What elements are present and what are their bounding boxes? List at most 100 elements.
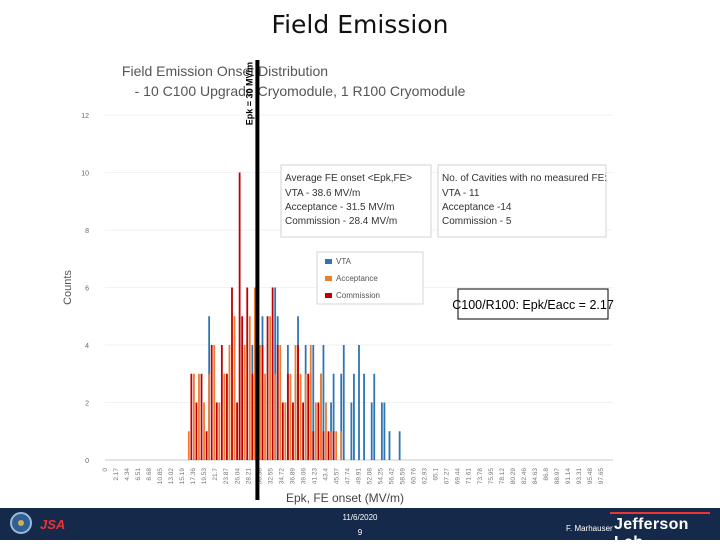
- bar-commission: [190, 373, 193, 460]
- onset-box-line: Commission - 28.4 MV/m: [285, 216, 397, 227]
- y-tick-label: 4: [85, 343, 89, 350]
- bar-vta: [383, 402, 386, 460]
- onset-box-line: Acceptance - 31.5 MV/m: [285, 202, 395, 213]
- lab-logo-text: Jefferson Lab: [614, 516, 689, 551]
- bar-vta: [380, 402, 383, 460]
- x-tick-label: 56.42: [389, 468, 396, 485]
- bar-commission: [327, 431, 330, 460]
- bar-commission: [251, 373, 254, 460]
- bar-commission: [281, 402, 284, 460]
- bar-acceptance: [309, 345, 312, 460]
- bar-commission: [231, 287, 233, 460]
- legend: [316, 251, 424, 305]
- bar-acceptance: [223, 373, 226, 460]
- x-tick-label: 13.02: [168, 468, 175, 485]
- x-tick-label: 67.27: [444, 468, 451, 485]
- bar-acceptance: [193, 373, 195, 460]
- legend-label-vta: VTA: [336, 257, 352, 266]
- bar-acceptance: [289, 373, 292, 460]
- x-tick-label: 69.44: [455, 468, 462, 485]
- x-tick-label: 60.76: [411, 468, 418, 485]
- bar-vta: [342, 345, 345, 460]
- bar-commission: [332, 431, 335, 460]
- bar-acceptance: [320, 373, 322, 460]
- bar-vta: [340, 373, 343, 460]
- bar-commission: [241, 316, 244, 460]
- x-tick-label: 8.68: [146, 468, 153, 481]
- x-tick-label: 73.78: [477, 468, 484, 485]
- bar-vta: [312, 345, 315, 460]
- x-tick-label: 39.06: [300, 468, 307, 485]
- bar-vta: [388, 431, 391, 460]
- onset-box: [280, 164, 432, 238]
- onset-box-heading: Average FE onset <Epk,FE>: [285, 173, 412, 184]
- bar-acceptance: [248, 316, 251, 460]
- bar-commission: [276, 345, 279, 460]
- chart-title: Field Emission Onset Distribution: [122, 63, 328, 79]
- x-tick-label: 86.8: [543, 468, 550, 481]
- bar-vta: [373, 373, 376, 460]
- x-tick-label: 26.04: [234, 468, 241, 485]
- y-tick-label: 12: [81, 113, 89, 120]
- x-tick-label: 52.08: [367, 468, 374, 485]
- bar-commission: [317, 402, 320, 460]
- onset-box-line: VTA - 38.6 MV/m: [285, 188, 360, 199]
- x-tick-label: 45.57: [333, 468, 340, 485]
- x-tick-label: 15.19: [179, 468, 186, 485]
- bar-commission: [312, 431, 315, 460]
- bar-acceptance: [253, 287, 256, 460]
- y-tick-label: 2: [85, 401, 89, 408]
- x-tick-label: 4.34: [124, 468, 131, 481]
- epk-30-marker-label: Epk = 30 MV/m: [244, 62, 254, 125]
- bar-commission: [200, 373, 203, 460]
- legend-swatch-vta: [325, 259, 332, 264]
- y-axis-label: Counts: [62, 270, 74, 305]
- bar-acceptance: [264, 373, 266, 460]
- x-tick-label: 71.61: [466, 468, 473, 485]
- x-tick-label: 41.23: [311, 468, 318, 485]
- bar-commission: [292, 402, 294, 460]
- bar-acceptance: [228, 345, 231, 460]
- x-tick-label: 78.12: [499, 468, 506, 485]
- x-tick-label: 82.46: [521, 468, 528, 485]
- x-tick-label: 65.1: [433, 468, 440, 481]
- bar-commission: [195, 402, 198, 460]
- chart-panel: Field Emission Onset Distribution - 10 C1…: [55, 60, 620, 510]
- bar-acceptance: [187, 431, 190, 460]
- bar-acceptance: [299, 373, 302, 460]
- bar-commission: [307, 373, 310, 460]
- bar-vta: [353, 373, 355, 460]
- bar-commission: [238, 172, 241, 460]
- bar-acceptance: [274, 373, 277, 460]
- bar-acceptance: [269, 316, 271, 460]
- legend-swatch-commission: [325, 293, 332, 298]
- jsa-logo-text: JSA: [40, 517, 66, 532]
- bar-commission: [271, 287, 274, 460]
- x-tick-label: 75.95: [488, 468, 495, 485]
- x-tick-label: 93.31: [576, 468, 583, 485]
- bar-acceptance: [284, 402, 287, 460]
- x-tick-label: 43.4: [322, 468, 329, 481]
- bar-vta: [322, 345, 325, 460]
- slide-title: Field Emission: [271, 10, 449, 39]
- bar-commission: [220, 345, 223, 460]
- no-fe-box: [437, 164, 607, 238]
- x-tick-label: 97.65: [598, 468, 605, 485]
- footer-bar: JSA 11/6/2020 9 F. Marhauser Jefferson L…: [0, 508, 720, 551]
- x-tick-label: 62.93: [422, 468, 429, 485]
- x-tick-label: 17.36: [190, 468, 197, 485]
- fe-onset-chart: Field Emission Onset Distribution - 10 C1…: [62, 60, 614, 505]
- bar-acceptance: [198, 373, 200, 460]
- bar-acceptance: [259, 345, 261, 460]
- x-tick-label: 32.55: [267, 468, 274, 485]
- x-tick-label: 19.53: [201, 468, 208, 485]
- bar-commission: [302, 402, 305, 460]
- x-tick-label: 0: [102, 468, 109, 472]
- bar-acceptance: [233, 316, 236, 460]
- bar-commission: [286, 373, 289, 460]
- x-tick-label: 28.21: [245, 468, 252, 485]
- x-axis-label: Epk, FE onset (MV/m): [286, 491, 404, 505]
- x-tick-label: 30.38: [256, 468, 263, 485]
- bar-commission: [205, 431, 208, 460]
- x-tick-label: 58.59: [400, 468, 407, 485]
